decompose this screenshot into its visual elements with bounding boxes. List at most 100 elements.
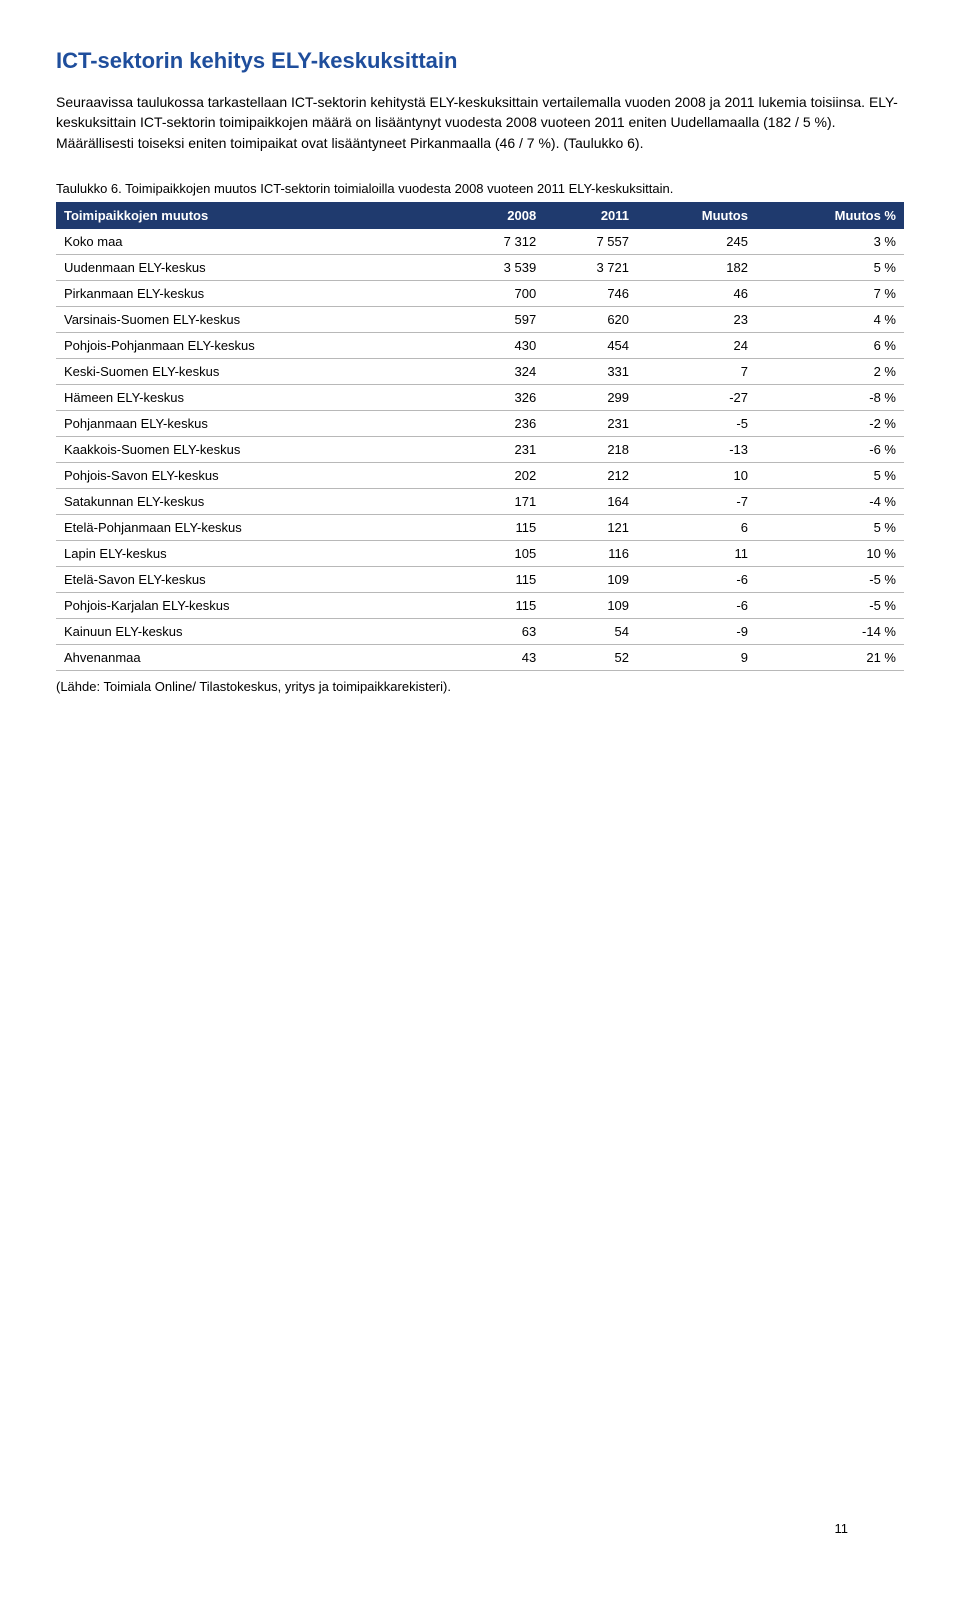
body-paragraph: Seuraavissa taulukossa tarkastellaan ICT… [56,92,904,153]
cell-label: Satakunnan ELY-keskus [56,488,451,514]
cell-muutosp: 5 % [756,514,904,540]
cell-label: Pirkanmaan ELY-keskus [56,280,451,306]
cell-2008: 43 [451,644,544,670]
cell-2008: 324 [451,358,544,384]
th-2011: 2011 [544,202,637,229]
cell-label: Varsinais-Suomen ELY-keskus [56,306,451,332]
cell-label: Koko maa [56,229,451,255]
table-row: Pohjanmaan ELY-keskus236231-5-2 % [56,410,904,436]
cell-muutosp: 7 % [756,280,904,306]
table-row: Uudenmaan ELY-keskus3 5393 7211825 % [56,254,904,280]
cell-muutos: 182 [637,254,756,280]
cell-2011: 164 [544,488,637,514]
cell-muutos: 10 [637,462,756,488]
cell-muutosp: 6 % [756,332,904,358]
cell-muutosp: -14 % [756,618,904,644]
section-title: ICT-sektorin kehitys ELY-keskuksittain [56,48,904,74]
cell-muutosp: 5 % [756,254,904,280]
cell-2008: 231 [451,436,544,462]
cell-2011: 218 [544,436,637,462]
cell-2008: 236 [451,410,544,436]
cell-muutosp: 21 % [756,644,904,670]
cell-label: Keski-Suomen ELY-keskus [56,358,451,384]
cell-muutos: -5 [637,410,756,436]
cell-muutos: 245 [637,229,756,255]
page-number: 11 [835,1521,849,1536]
cell-2008: 3 539 [451,254,544,280]
table-row: Pohjois-Savon ELY-keskus202212105 % [56,462,904,488]
cell-muutos: 7 [637,358,756,384]
table-toimipaikat: Toimipaikkojen muutos 2008 2011 Muutos M… [56,202,904,671]
cell-2011: 454 [544,332,637,358]
cell-muutos: -9 [637,618,756,644]
cell-2008: 326 [451,384,544,410]
cell-2008: 597 [451,306,544,332]
table-row: Pirkanmaan ELY-keskus700746467 % [56,280,904,306]
cell-2011: 54 [544,618,637,644]
cell-2008: 115 [451,514,544,540]
cell-muutos: 23 [637,306,756,332]
cell-muutos: -13 [637,436,756,462]
cell-muutosp: 10 % [756,540,904,566]
cell-2011: 746 [544,280,637,306]
cell-label: Lapin ELY-keskus [56,540,451,566]
cell-label: Hämeen ELY-keskus [56,384,451,410]
cell-muutos: 11 [637,540,756,566]
cell-2011: 109 [544,566,637,592]
th-2008: 2008 [451,202,544,229]
cell-muutosp: 3 % [756,229,904,255]
table-row: Kainuun ELY-keskus6354-9-14 % [56,618,904,644]
table-caption: Taulukko 6. Toimipaikkojen muutos ICT-se… [56,181,904,196]
cell-muutosp: -4 % [756,488,904,514]
cell-2008: 700 [451,280,544,306]
table-row: Hämeen ELY-keskus326299-27-8 % [56,384,904,410]
cell-2011: 109 [544,592,637,618]
cell-2008: 115 [451,592,544,618]
table-row: Satakunnan ELY-keskus171164-7-4 % [56,488,904,514]
cell-muutosp: 4 % [756,306,904,332]
cell-muutos: 46 [637,280,756,306]
table-header-row: Toimipaikkojen muutos 2008 2011 Muutos M… [56,202,904,229]
cell-label: Ahvenanmaa [56,644,451,670]
cell-muutos: 9 [637,644,756,670]
cell-2011: 620 [544,306,637,332]
cell-2008: 105 [451,540,544,566]
table-row: Kaakkois-Suomen ELY-keskus231218-13-6 % [56,436,904,462]
cell-2008: 171 [451,488,544,514]
cell-muutosp: 2 % [756,358,904,384]
table-row: Etelä-Savon ELY-keskus115109-6-5 % [56,566,904,592]
cell-2008: 430 [451,332,544,358]
table-row: Koko maa7 3127 5572453 % [56,229,904,255]
table-row: Keski-Suomen ELY-keskus32433172 % [56,358,904,384]
cell-muutos: -6 [637,566,756,592]
cell-muutos: -27 [637,384,756,410]
cell-2008: 7 312 [451,229,544,255]
cell-label: Pohjois-Savon ELY-keskus [56,462,451,488]
table-row: Pohjois-Pohjanmaan ELY-keskus430454246 % [56,332,904,358]
cell-label: Kaakkois-Suomen ELY-keskus [56,436,451,462]
cell-muutos: -6 [637,592,756,618]
cell-label: Etelä-Pohjanmaan ELY-keskus [56,514,451,540]
cell-muutosp: -5 % [756,592,904,618]
cell-2011: 231 [544,410,637,436]
cell-2008: 202 [451,462,544,488]
cell-2008: 63 [451,618,544,644]
cell-label: Pohjanmaan ELY-keskus [56,410,451,436]
cell-2008: 115 [451,566,544,592]
cell-label: Uudenmaan ELY-keskus [56,254,451,280]
cell-2011: 52 [544,644,637,670]
cell-muutosp: -8 % [756,384,904,410]
cell-2011: 331 [544,358,637,384]
cell-muutos: 24 [637,332,756,358]
cell-2011: 7 557 [544,229,637,255]
cell-2011: 3 721 [544,254,637,280]
cell-muutos: -7 [637,488,756,514]
cell-label: Kainuun ELY-keskus [56,618,451,644]
table-row: Etelä-Pohjanmaan ELY-keskus11512165 % [56,514,904,540]
table-source: (Lähde: Toimiala Online/ Tilastokeskus, … [56,679,904,694]
cell-2011: 116 [544,540,637,566]
cell-muutosp: -2 % [756,410,904,436]
th-label: Toimipaikkojen muutos [56,202,451,229]
cell-label: Pohjois-Pohjanmaan ELY-keskus [56,332,451,358]
cell-muutosp: -6 % [756,436,904,462]
